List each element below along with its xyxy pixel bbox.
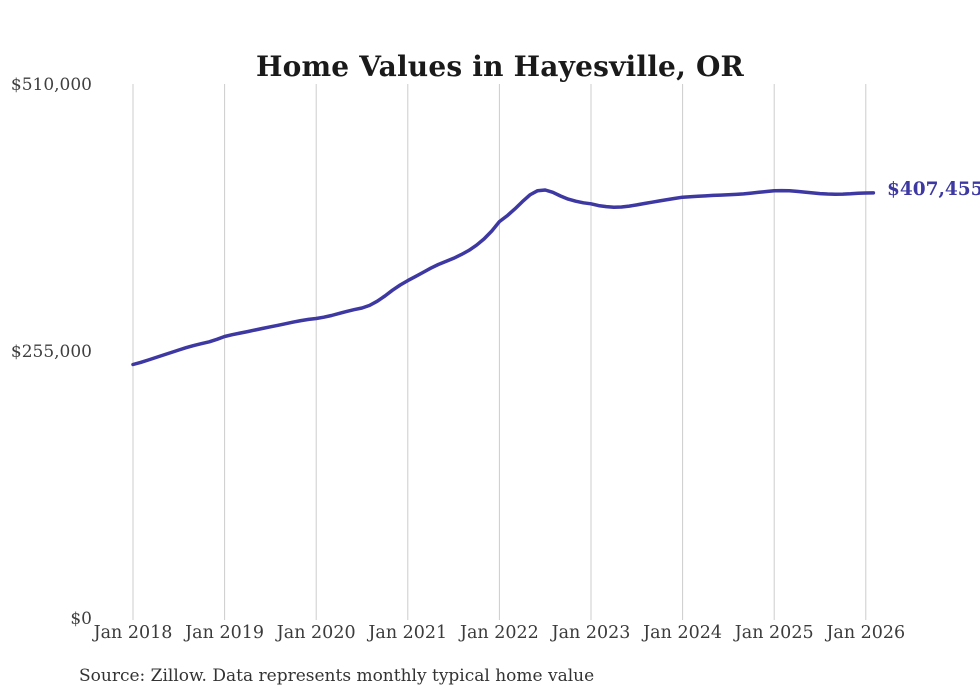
x-axis-tick-label: Jan 2019 [185, 623, 264, 643]
x-axis-tick-label: Jan 2020 [276, 623, 356, 643]
x-axis-tick-label: Jan 2026 [826, 623, 906, 643]
y-axis-tick-label: $255,000 [10, 342, 92, 362]
vertical-gridlines [132, 84, 867, 620]
x-axis-tick-label: Jan 2018 [93, 623, 173, 643]
x-axis-tick-label: Jan 2024 [643, 623, 722, 643]
source-note: Source: Zillow. Data represents monthly … [79, 666, 595, 686]
latest-value-label: $407,455 [887, 178, 980, 200]
y-axis-tick-label: $510,000 [10, 75, 92, 95]
x-axis-tick-label: Jan 2025 [734, 623, 814, 643]
home-value-line [131, 188, 876, 367]
x-axis-tick-label: Jan 2021 [368, 623, 448, 643]
x-axis-tick-label: Jan 2023 [551, 623, 631, 643]
chart-title: Home Values in Hayesville, OR [255, 49, 745, 83]
x-axis-tick-label: Jan 2022 [459, 623, 539, 643]
y-axis-tick-label: $0 [70, 609, 92, 629]
